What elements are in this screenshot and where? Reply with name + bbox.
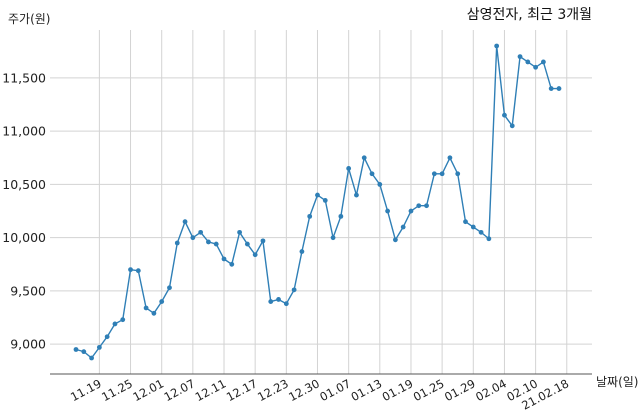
data-point [190,235,196,241]
data-point [128,267,133,273]
data-point [104,334,110,340]
x-tick-label: 02.04 [473,376,509,404]
price-series-points [73,43,562,361]
x-tick-label: 01.29 [442,376,478,404]
data-point [354,192,359,198]
data-point [408,208,414,214]
chart-title: 삼영전자, 최근 3개월 [467,7,592,23]
x-tick-label: 01.19 [380,376,416,404]
data-point [229,261,235,267]
data-point [486,236,492,242]
y-axis-title: 주가(원) [8,12,50,26]
data-point [338,213,344,219]
data-point [135,268,141,274]
data-point [439,171,445,177]
data-point [237,229,242,235]
data-point [517,54,523,60]
data-point [361,155,367,161]
x-tick-label: 11.25 [99,376,135,404]
data-point [81,349,87,355]
data-point [206,239,211,245]
data-point [400,224,406,230]
data-point [167,285,172,291]
data-point [291,287,297,293]
x-axis-title: 날짜(일) [596,375,638,389]
data-point [159,299,165,304]
data-point [431,171,437,177]
data-point [73,347,79,352]
y-tick-label: 11,500 [2,70,46,85]
x-tick-label: 12.07 [162,376,198,404]
y-tick-label: 9,500 [10,283,46,298]
x-tick-label: 11.19 [68,376,104,404]
x-tick-label: 01.13 [349,376,385,404]
data-point [198,229,204,235]
data-point [556,86,562,91]
data-point [322,198,328,203]
data-point [244,241,250,247]
data-point [182,219,188,225]
data-point [525,59,531,65]
x-tick-label: 12.23 [255,376,291,404]
data-point [260,238,266,244]
y-tick-labels: 9,000 9,500 10,000 10,500 11,000 11,500 [2,70,46,351]
data-point [509,123,515,129]
x-gridlines [98,30,568,374]
data-point [416,203,422,209]
data-point [315,192,320,198]
y-tick-label: 11,000 [2,124,46,139]
x-tick-label: 01.25 [411,376,447,404]
x-tick-label: 12.17 [224,376,260,404]
data-point [470,224,476,230]
data-point [455,171,461,177]
data-point [478,229,484,235]
data-point [377,182,383,187]
data-point [494,43,500,49]
data-point [120,317,126,323]
y-tick-label: 10,500 [2,177,46,192]
data-point [330,235,336,241]
data-point [533,64,539,70]
x-tick-label: 12.01 [130,376,166,404]
y-gridlines [50,77,592,345]
data-point [385,208,390,214]
data-point [346,166,352,171]
data-point [143,305,149,311]
x-tick-label: 12.30 [286,376,322,404]
y-tick-label: 9,000 [10,337,46,352]
data-point [268,299,274,304]
data-point [96,344,102,350]
data-point [424,203,429,209]
data-point [252,252,258,258]
data-point [213,241,219,247]
data-point [299,249,305,254]
x-tick-labels: 11.1911.2512.0112.0712.1112.1712.2312.30… [68,376,571,412]
data-point [151,310,157,316]
data-point [502,112,507,118]
data-point [541,59,546,65]
data-point [112,321,118,327]
x-tick-label: 12.11 [193,376,229,404]
data-point [392,237,398,243]
data-point [447,155,453,161]
data-point [283,301,289,307]
data-point [276,297,281,302]
data-point [548,86,554,91]
data-point [369,171,375,177]
data-point [307,213,313,219]
data-point [174,240,180,246]
y-tick-label: 10,000 [2,230,46,245]
data-point [463,219,468,225]
data-point [89,355,94,361]
data-point [221,256,227,262]
x-tick-label: 01.07 [317,376,353,404]
